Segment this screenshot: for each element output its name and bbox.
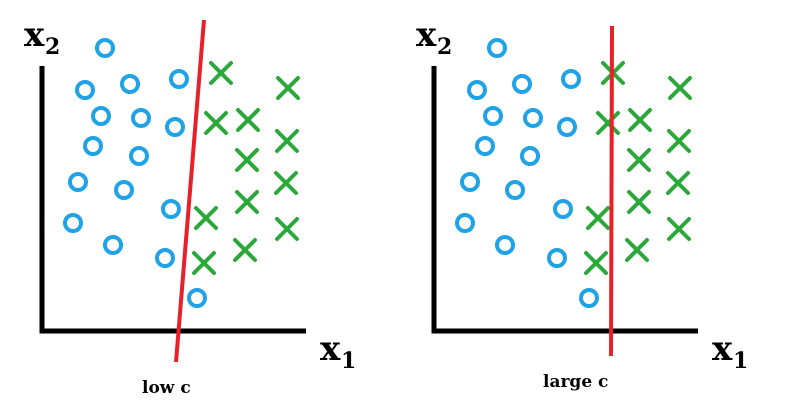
right-decision-boundary (609, 25, 614, 357)
cross-marker-icon (586, 206, 610, 230)
cross-marker-icon (235, 190, 259, 214)
circle-marker-icon (455, 213, 475, 233)
circle-marker-icon (512, 74, 532, 94)
panel-large-c: x 2 x 1 (416, 15, 748, 392)
cross-marker-icon (275, 217, 299, 241)
right-y-axis-subscript: 2 (437, 34, 452, 60)
circle-marker-icon (155, 248, 175, 268)
circle-marker-icon (547, 248, 567, 268)
circle-marker-icon (75, 80, 95, 100)
cross-marker-icon (209, 61, 233, 85)
cross-marker-icon (274, 171, 298, 195)
cross-marker-icon (666, 171, 690, 195)
left-axes (39, 66, 306, 334)
circle-marker-icon (557, 117, 577, 137)
cross-marker-icon (192, 251, 216, 275)
circle-marker-icon (495, 235, 515, 255)
cross-marker-icon (275, 129, 299, 153)
cross-marker-icon (668, 76, 692, 100)
right-axes (431, 66, 698, 334)
circle-marker-icon (460, 172, 480, 192)
panel-low-c: x 2 x 1 (24, 15, 356, 398)
circle-marker-icon (523, 108, 543, 128)
circle-marker-icon (505, 180, 525, 200)
right-x-axis-label: x (712, 329, 733, 369)
left-y-axis-label: x (24, 15, 45, 55)
cross-marker-icon (276, 76, 300, 100)
left-caption: low c (142, 378, 191, 398)
circle-marker-icon (561, 69, 581, 89)
right-x-axis-subscript: 1 (733, 348, 748, 374)
left-y-axis-subscript: 2 (45, 34, 60, 60)
circle-marker-icon (91, 106, 111, 126)
cross-marker-icon (236, 108, 260, 132)
circle-marker-icon (83, 136, 103, 156)
circle-marker-icon (95, 38, 115, 58)
circle-marker-icon (475, 136, 495, 156)
circle-marker-icon (187, 288, 207, 308)
cross-marker-icon (233, 238, 257, 262)
circle-marker-icon (103, 235, 123, 255)
left-circle-markers (63, 38, 207, 308)
cross-marker-icon (625, 238, 649, 262)
circle-marker-icon (131, 108, 151, 128)
left-x-axis-subscript: 1 (341, 348, 356, 374)
right-circle-markers (455, 38, 599, 308)
circle-marker-icon (63, 213, 83, 233)
circle-marker-icon (553, 199, 573, 219)
cross-marker-icon (627, 190, 651, 214)
cross-marker-icon (628, 108, 652, 132)
cross-marker-icon (204, 111, 228, 135)
right-caption: large c (543, 372, 608, 392)
left-x-axis-label: x (320, 329, 341, 369)
circle-marker-icon (161, 199, 181, 219)
circle-marker-icon (579, 288, 599, 308)
circle-marker-icon (114, 180, 134, 200)
cross-marker-icon (667, 129, 691, 153)
cross-marker-icon (627, 148, 651, 172)
right-y-axis-label: x (416, 15, 437, 55)
circle-marker-icon (120, 74, 140, 94)
circle-marker-icon (467, 80, 487, 100)
cross-marker-icon (194, 206, 218, 230)
circle-marker-icon (165, 117, 185, 137)
right-cross-markers (584, 61, 692, 275)
circle-marker-icon (68, 172, 88, 192)
left-cross-markers (192, 61, 300, 275)
circle-marker-icon (483, 106, 503, 126)
circle-marker-icon (487, 38, 507, 58)
cross-marker-icon (584, 251, 608, 275)
circle-marker-icon (520, 146, 540, 166)
cross-marker-icon (667, 217, 691, 241)
cross-marker-icon (596, 111, 620, 135)
left-decision-boundary (174, 19, 206, 363)
circle-marker-icon (129, 146, 149, 166)
circle-marker-icon (169, 69, 189, 89)
cross-marker-icon (235, 148, 259, 172)
